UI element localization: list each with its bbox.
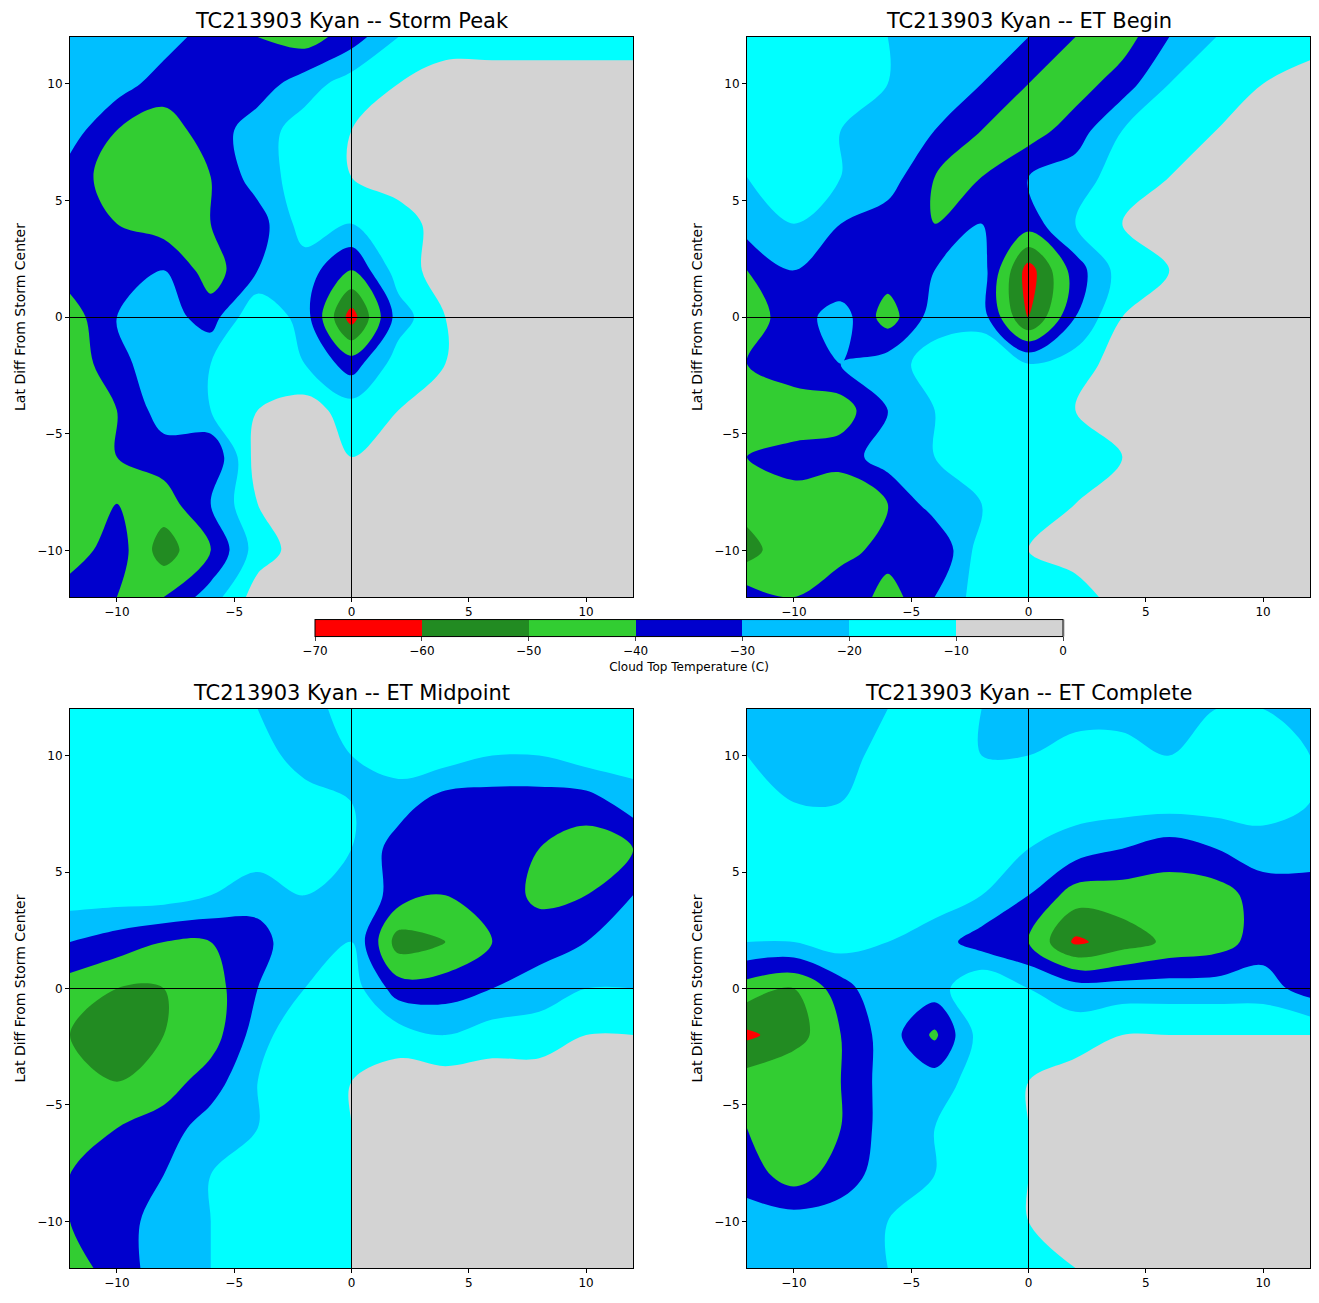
svg-text:10: 10 [724, 77, 739, 91]
svg-text:−10: −10 [37, 1215, 62, 1229]
svg-text:0: 0 [732, 982, 740, 996]
svg-text:5: 5 [1142, 1276, 1150, 1290]
svg-text:Lat Diff From Storm Center: Lat Diff From Storm Center [689, 894, 705, 1082]
svg-text:0: 0 [1025, 605, 1033, 619]
svg-text:−5: −5 [902, 1276, 920, 1290]
svg-text:−10: −10 [781, 605, 806, 619]
svg-text:−5: −5 [722, 427, 740, 441]
svg-text:−10: −10 [714, 544, 739, 558]
svg-text:10: 10 [1255, 1276, 1270, 1290]
svg-text:−5: −5 [45, 427, 63, 441]
svg-text:−50: −50 [516, 644, 541, 658]
svg-text:0: 0 [55, 982, 63, 996]
svg-text:−10: −10 [37, 544, 62, 558]
svg-text:−40: −40 [623, 644, 648, 658]
svg-text:0: 0 [55, 310, 63, 324]
svg-text:−60: −60 [409, 644, 434, 658]
svg-text:10: 10 [724, 749, 739, 763]
svg-text:−10: −10 [781, 1276, 806, 1290]
svg-text:10: 10 [578, 605, 593, 619]
svg-text:−10: −10 [943, 644, 968, 658]
svg-text:5: 5 [55, 865, 63, 879]
svg-text:TC213903 Kyan -- ET Complete: TC213903 Kyan -- ET Complete [865, 681, 1192, 705]
svg-text:Lat Diff From Storm Center: Lat Diff From Storm Center [689, 223, 705, 411]
svg-text:0: 0 [1025, 1276, 1033, 1290]
svg-text:10: 10 [47, 77, 62, 91]
svg-text:−10: −10 [104, 1276, 129, 1290]
svg-text:−10: −10 [104, 605, 129, 619]
svg-text:10: 10 [47, 749, 62, 763]
svg-text:10: 10 [578, 1276, 593, 1290]
svg-text:TC213903 Kyan -- Storm Peak: TC213903 Kyan -- Storm Peak [195, 9, 509, 33]
svg-text:5: 5 [1142, 605, 1150, 619]
svg-text:0: 0 [732, 310, 740, 324]
svg-text:5: 5 [465, 1276, 473, 1290]
svg-text:−70: −70 [302, 644, 327, 658]
svg-text:−5: −5 [45, 1098, 63, 1112]
svg-text:0: 0 [348, 1276, 356, 1290]
svg-text:Cloud Top Temperature (C): Cloud Top Temperature (C) [609, 660, 769, 674]
svg-text:−20: −20 [837, 644, 862, 658]
svg-text:5: 5 [732, 865, 740, 879]
svg-text:−5: −5 [225, 605, 243, 619]
svg-text:Lat Diff From Storm Center: Lat Diff From Storm Center [12, 223, 28, 411]
svg-text:5: 5 [465, 605, 473, 619]
svg-text:TC213903 Kyan -- ET Begin: TC213903 Kyan -- ET Begin [886, 9, 1172, 33]
svg-text:−5: −5 [722, 1098, 740, 1112]
svg-text:−5: −5 [902, 605, 920, 619]
svg-text:−30: −30 [730, 644, 755, 658]
svg-text:TC213903 Kyan -- ET Midpoint: TC213903 Kyan -- ET Midpoint [193, 681, 510, 705]
svg-text:5: 5 [732, 194, 740, 208]
svg-text:0: 0 [348, 605, 356, 619]
svg-text:5: 5 [55, 194, 63, 208]
svg-text:Lat Diff From Storm Center: Lat Diff From Storm Center [12, 894, 28, 1082]
svg-text:0: 0 [1059, 644, 1067, 658]
svg-text:−5: −5 [225, 1276, 243, 1290]
svg-text:10: 10 [1255, 605, 1270, 619]
svg-text:−10: −10 [714, 1215, 739, 1229]
